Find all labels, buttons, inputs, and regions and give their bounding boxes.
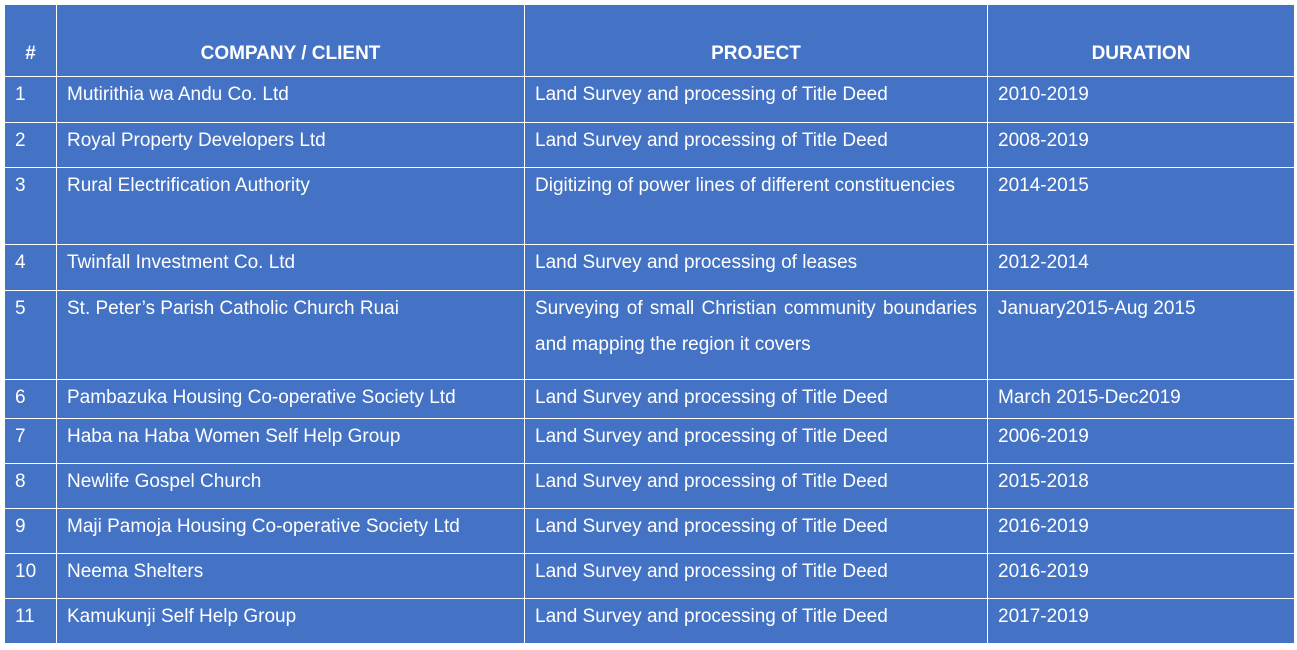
row-number: 5 [4,290,57,380]
header-duration: DURATION [987,4,1295,77]
row-duration: January2015-Aug 2015 [987,290,1295,380]
row-number: 8 [4,463,57,509]
table-header-row: # COMPANY / CLIENT PROJECT DURATION [4,4,1295,77]
table-row: 9 Maji Pamoja Housing Co-operative Socie… [4,508,1295,554]
table-row: 8 Newlife Gospel Church Land Survey and … [4,463,1295,509]
row-duration: 2006-2019 [987,418,1295,464]
row-project: Surveying of small Christian community b… [524,290,988,380]
row-duration: 2015-2018 [987,463,1295,509]
row-client: Pambazuka Housing Co-operative Society L… [56,379,525,419]
row-number: 4 [4,244,57,291]
row-project: Land Survey and processing of Title Deed [524,76,988,123]
projects-table: # COMPANY / CLIENT PROJECT DURATION 1 Mu… [4,4,1295,644]
header-number: # [4,4,57,77]
header-project: PROJECT [524,4,988,77]
table-row: 7 Haba na Haba Women Self Help Group Lan… [4,418,1295,464]
row-client: Haba na Haba Women Self Help Group [56,418,525,464]
row-duration: 2010-2019 [987,76,1295,123]
row-number: 10 [4,553,57,599]
row-client: Mutirithia wa Andu Co. Ltd [56,76,525,123]
row-number: 2 [4,122,57,168]
row-client: St. Peter’s Parish Catholic Church Ruai [56,290,525,380]
row-client: Royal Property Developers Ltd [56,122,525,168]
row-client: Newlife Gospel Church [56,463,525,509]
row-duration: 2008-2019 [987,122,1295,168]
row-project: Land Survey and processing of Title Deed [524,463,988,509]
row-project: Land Survey and processing of leases [524,244,988,291]
row-client: Maji Pamoja Housing Co-operative Society… [56,508,525,554]
row-project: Digitizing of power lines of different c… [524,167,988,245]
table-row: 2 Royal Property Developers Ltd Land Sur… [4,122,1295,168]
row-project: Land Survey and processing of Title Deed [524,379,988,419]
row-number: 7 [4,418,57,464]
row-duration: 2012-2014 [987,244,1295,291]
table-row: 3 Rural Electrification Authority Digiti… [4,167,1295,245]
row-number: 11 [4,598,57,644]
row-number: 6 [4,379,57,419]
row-duration: 2017-2019 [987,598,1295,644]
row-project: Land Survey and processing of Title Deed [524,122,988,168]
row-client: Twinfall Investment Co. Ltd [56,244,525,291]
row-duration: 2016-2019 [987,553,1295,599]
table-row: 11 Kamukunji Self Help Group Land Survey… [4,598,1295,644]
row-project: Land Survey and processing of Title Deed [524,598,988,644]
row-project: Land Survey and processing of Title Deed [524,418,988,464]
row-number: 3 [4,167,57,245]
row-duration: March 2015-Dec2019 [987,379,1295,419]
row-project: Land Survey and processing of Title Deed [524,508,988,554]
row-client: Neema Shelters [56,553,525,599]
table-row: 5 St. Peter’s Parish Catholic Church Rua… [4,290,1295,380]
row-client: Kamukunji Self Help Group [56,598,525,644]
table-row: 10 Neema Shelters Land Survey and proces… [4,553,1295,599]
row-number: 9 [4,508,57,554]
row-client: Rural Electrification Authority [56,167,525,245]
table-row: 1 Mutirithia wa Andu Co. Ltd Land Survey… [4,76,1295,123]
row-number: 1 [4,76,57,123]
row-duration: 2014-2015 [987,167,1295,245]
table-row: 6 Pambazuka Housing Co-operative Society… [4,379,1295,419]
header-company-client: COMPANY / CLIENT [56,4,525,77]
row-duration: 2016-2019 [987,508,1295,554]
table-row: 4 Twinfall Investment Co. Ltd Land Surve… [4,244,1295,291]
row-project: Land Survey and processing of Title Deed [524,553,988,599]
